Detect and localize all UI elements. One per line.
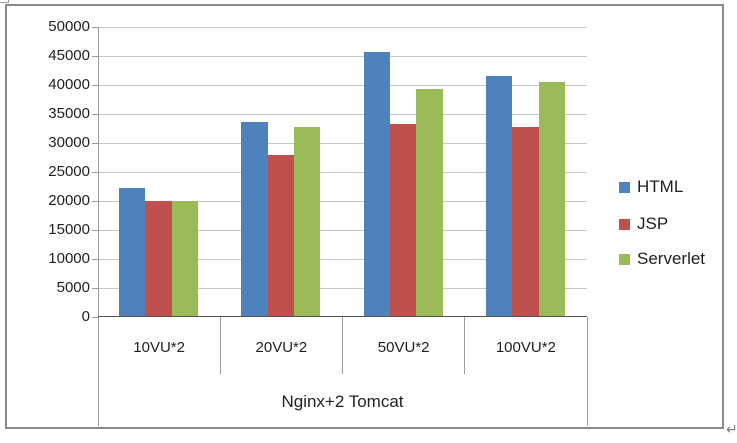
x-axis-category-label: 10VU*2 xyxy=(133,339,185,356)
legend-swatch-icon xyxy=(619,181,630,193)
bar-html-50VU*2 xyxy=(363,52,390,317)
x-axis-category-label: 100VU*2 xyxy=(495,339,556,356)
y-gridline xyxy=(98,287,587,289)
chart-frame xyxy=(5,4,724,429)
x-axis-category-label: 50VU*2 xyxy=(377,339,430,356)
category-separator xyxy=(464,317,466,374)
y-axis-tick-label: 25000 xyxy=(48,163,90,180)
axis-outer-line-right xyxy=(587,317,588,426)
y-axis-tick xyxy=(92,287,98,289)
y-gridline xyxy=(98,142,587,144)
y-axis-tick-label: 35000 xyxy=(48,105,90,122)
category-separator xyxy=(219,317,221,374)
bar-serverlet-10VU*2 xyxy=(171,201,199,317)
y-gridline xyxy=(98,113,587,115)
bar-serverlet-20VU*2 xyxy=(294,127,321,317)
bar-serverlet-100VU*2 xyxy=(538,82,565,317)
y-axis-tick-label: 20000 xyxy=(48,192,90,209)
y-gridline xyxy=(98,55,587,57)
bar-jsp-100VU*2 xyxy=(512,127,539,317)
legend-item-jsp: JSP xyxy=(619,215,668,233)
bar-html-20VU*2 xyxy=(241,122,268,317)
x-axis-group-label: Nginx+2 Tomcat xyxy=(281,392,404,411)
legend-label: HTML xyxy=(637,177,684,196)
legend-swatch-icon xyxy=(619,253,630,265)
bar-jsp-20VU*2 xyxy=(267,155,295,317)
y-axis-tick xyxy=(92,200,98,202)
legend-swatch-icon xyxy=(619,218,630,230)
category-separator xyxy=(342,317,343,374)
bar-jsp-10VU*2 xyxy=(145,201,172,317)
y-axis-tick-label: 10000 xyxy=(48,250,90,267)
y-axis-tick-label: 30000 xyxy=(48,134,90,151)
y-axis-tick-label: 40000 xyxy=(48,76,90,93)
y-gridline xyxy=(98,84,587,86)
y-gridline xyxy=(98,229,587,231)
legend-item-serverlet: Serverlet xyxy=(619,250,705,268)
legend-label: Serverlet xyxy=(637,249,706,268)
y-axis-tick-label: 45000 xyxy=(48,47,90,64)
legend-item-html: HTML xyxy=(619,178,683,196)
bar-html-10VU*2 xyxy=(119,188,146,317)
y-axis-line xyxy=(98,27,99,317)
y-axis-tick-label: 5000 xyxy=(56,279,90,296)
y-gridline xyxy=(98,171,587,173)
y-gridline xyxy=(98,26,587,28)
y-axis-tick-label: 15000 xyxy=(48,221,90,238)
y-axis-tick xyxy=(92,26,98,28)
y-axis-tick xyxy=(92,84,98,86)
y-axis-tick xyxy=(92,171,98,173)
y-axis-tick xyxy=(92,229,98,231)
y-axis-tick-label: 0 xyxy=(81,308,90,325)
y-gridline xyxy=(98,200,587,202)
axis-outer-line-left xyxy=(98,317,99,426)
bar-html-100VU*2 xyxy=(485,76,513,317)
anchor-mark xyxy=(0,0,9,3)
bar-serverlet-50VU*2 xyxy=(416,89,443,317)
x-axis-line xyxy=(98,316,587,317)
y-axis-tick xyxy=(92,55,98,57)
y-gridline xyxy=(98,258,587,260)
y-axis-tick-label: 50000 xyxy=(48,18,90,35)
y-axis-tick xyxy=(92,113,98,115)
y-axis-tick xyxy=(92,258,98,260)
paragraph-return-mark: ↵ xyxy=(726,421,737,437)
y-axis-tick xyxy=(92,316,98,318)
x-axis-category-label: 20VU*2 xyxy=(255,339,308,356)
y-axis-tick xyxy=(92,142,98,144)
bar-jsp-50VU*2 xyxy=(389,124,417,317)
legend-label: JSP xyxy=(637,214,669,233)
